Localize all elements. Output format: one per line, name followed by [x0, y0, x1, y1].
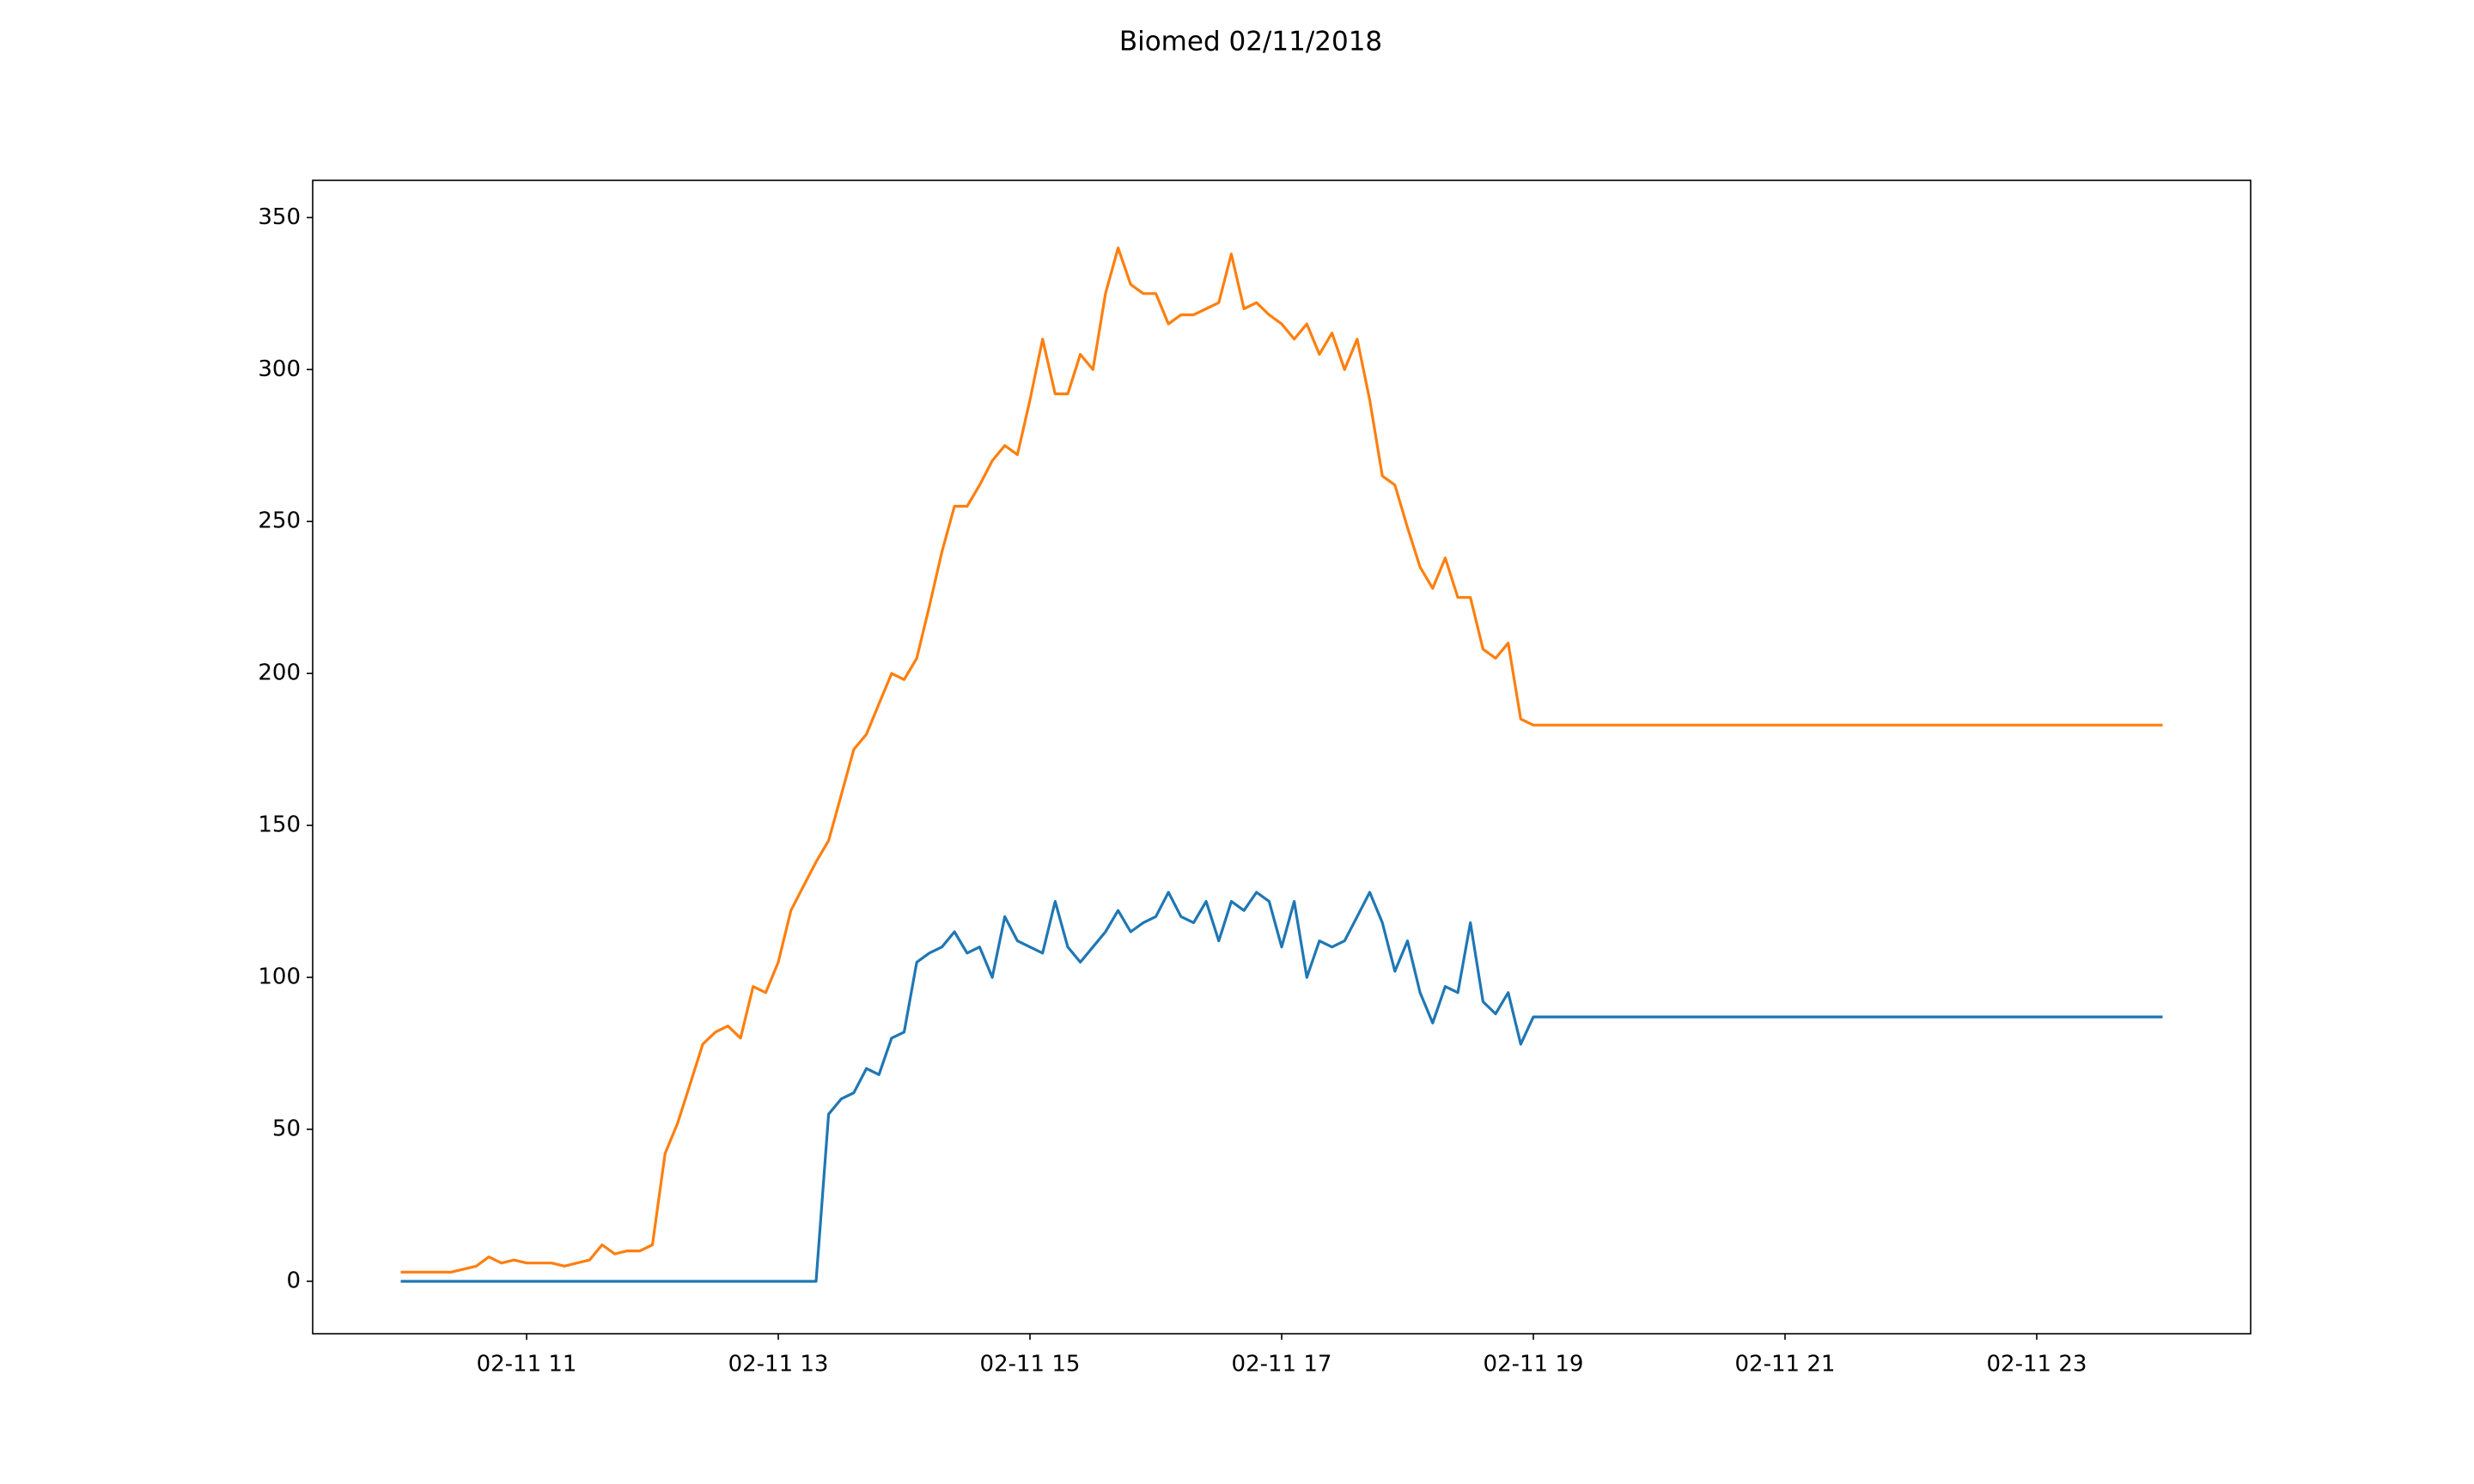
- y-tick-label: 100: [258, 964, 301, 990]
- plot-frame: [312, 179, 2252, 1335]
- x-tick-label: 02-11 15: [980, 1352, 1081, 1378]
- y-tick-label: 350: [258, 204, 301, 230]
- line-series: [400, 246, 2163, 1274]
- x-tick-label: 02-11 13: [728, 1352, 829, 1378]
- y-tick-label: 200: [258, 660, 301, 686]
- y-tick-label: 50: [272, 1116, 301, 1142]
- y-tick-label: 300: [258, 356, 301, 382]
- x-tick-label: 02-11 19: [1484, 1352, 1584, 1378]
- y-tick-label: 150: [258, 812, 301, 838]
- chart-title: Biomed 02/11/2018: [1119, 27, 1382, 58]
- x-tick-label: 02-11 23: [1987, 1352, 2087, 1378]
- x-tick-label: 02-11 21: [1735, 1352, 1836, 1378]
- y-tick-label: 250: [258, 508, 301, 534]
- x-tick-label: 02-11 17: [1232, 1352, 1332, 1378]
- line-series: [400, 891, 2163, 1283]
- y-tick-label: 0: [286, 1268, 301, 1293]
- x-tick-label: 02-11 11: [477, 1352, 577, 1378]
